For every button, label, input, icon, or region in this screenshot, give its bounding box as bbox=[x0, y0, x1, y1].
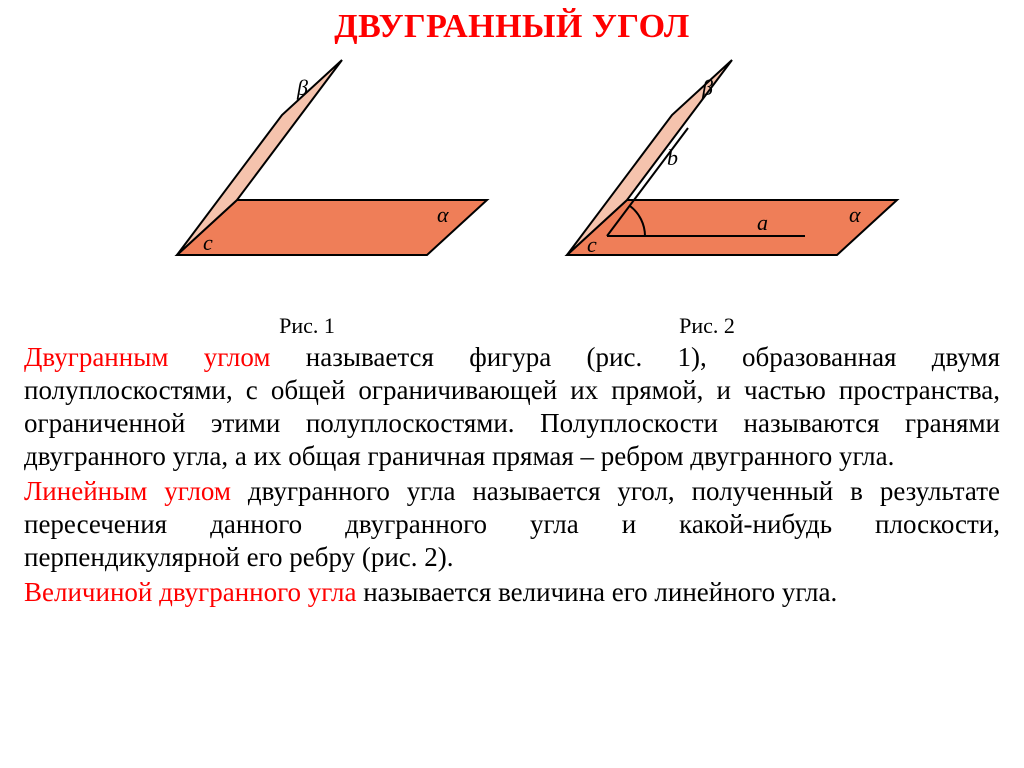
p3-rest: называется величина его линейного угла. bbox=[356, 577, 837, 607]
page-title: ДВУГРАННЫЙ УГОЛ bbox=[24, 8, 1000, 46]
paragraph-1: Двугранным углом называется фигура (рис.… bbox=[24, 341, 1000, 473]
term-dihedral-angle: Двугранным углом bbox=[24, 342, 270, 372]
figure-2: α β c a b Рис. 2 bbox=[507, 50, 907, 339]
figure-1: α β c Рис. 1 bbox=[117, 50, 497, 339]
alpha-label: α bbox=[437, 202, 449, 227]
page: ДВУГРАННЫЙ УГОЛ α β c Рис. 1 bbox=[0, 0, 1024, 768]
term-angle-measure: Величиной двугранного угла bbox=[24, 577, 356, 607]
ray-b-label: b bbox=[667, 145, 678, 170]
ray-a-label: a bbox=[757, 210, 768, 235]
edge-label: c bbox=[203, 230, 213, 255]
beta-label: β bbox=[701, 75, 713, 100]
figure-1-caption: Рис. 1 bbox=[117, 313, 497, 339]
alpha-label: α bbox=[849, 202, 861, 227]
body-text: Двугранным углом называется фигура (рис.… bbox=[24, 341, 1000, 609]
paragraph-3: Величиной двугранного угла называется ве… bbox=[24, 576, 1000, 609]
figure-2-caption: Рис. 2 bbox=[507, 313, 907, 339]
paragraph-2: Линейным углом двугранного угла называет… bbox=[24, 475, 1000, 574]
beta-label: β bbox=[296, 75, 308, 100]
term-linear-angle: Линейным углом bbox=[24, 476, 231, 506]
dihedral-angle-diagram-2: α β c a b bbox=[507, 50, 907, 310]
figures-row: α β c Рис. 1 α β c bbox=[24, 50, 1000, 339]
edge-label: c bbox=[587, 232, 597, 257]
dihedral-angle-diagram-1: α β c bbox=[117, 50, 497, 310]
